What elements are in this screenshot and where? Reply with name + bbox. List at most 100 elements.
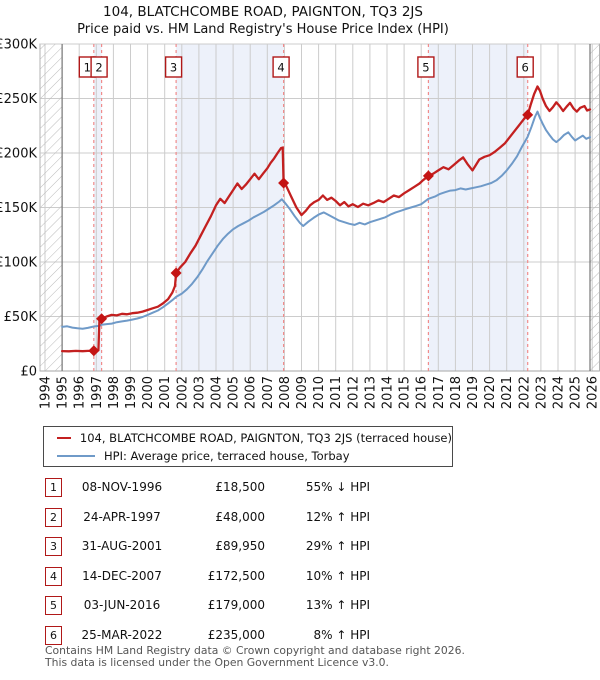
chart-title: 104, BLATCHCOMBE ROAD, PAIGNTON, TQ3 2JS <box>103 4 423 20</box>
price-chart: 12 3 4 5 6 £0 £50K £100K £150K £200K £250K £300K 199… <box>0 38 600 409</box>
x-tick-label: 1995 <box>56 376 71 409</box>
transaction-row: 4 14-DEC-2007 £172,500 10% ↑ HPI <box>0 563 600 593</box>
x-tick-label: 1999 <box>124 376 139 409</box>
transaction-hpi-delta: 55% ↓ HPI <box>305 480 370 494</box>
transaction-number: 5 <box>45 596 62 615</box>
price-line-swatch <box>57 436 71 439</box>
x-tick-label: 1998 <box>107 376 122 409</box>
transaction-number: 4 <box>45 566 62 586</box>
x-tick-label: 2011 <box>329 376 344 409</box>
transaction-row: 3 31-AUG-2001 £89,950 29% ↑ HPI <box>0 533 600 563</box>
transaction-hpi-delta: 13% ↑ HPI <box>305 598 370 612</box>
y-tick-label: £300K <box>0 38 37 53</box>
hpi-line <box>61 110 591 330</box>
transaction-number: 6 <box>45 625 62 645</box>
x-tick-label: 2020 <box>483 376 498 409</box>
sale-marker <box>88 345 100 357</box>
transaction-row: 1 08-NOV-1996 £18,500 55% ↓ HPI <box>0 474 600 504</box>
hpi-line-swatch <box>57 454 95 457</box>
x-tick-label: 2005 <box>227 376 242 409</box>
legend: 104, BLATCHCOMBE ROAD, PAIGNTON, TQ3 2JS… <box>43 426 453 467</box>
x-tick-label: 2012 <box>346 376 361 409</box>
x-tick-label: 2006 <box>244 376 259 409</box>
sale-number-box <box>417 56 435 78</box>
sale-number-box <box>90 56 108 78</box>
sale-number-box <box>272 56 290 78</box>
sale-marker <box>278 177 290 189</box>
price-paid-line <box>60 85 592 353</box>
chart-subtitle: Price paid vs. HM Land Registry's House … <box>77 22 449 37</box>
x-tick-label: 2004 <box>210 376 225 409</box>
transaction-date: 31-AUG-2001 <box>81 539 163 553</box>
transaction-row: 6 25-MAR-2022 £235,000 8% ↑ HPI <box>0 622 600 652</box>
x-tick-label: 2026 <box>586 376 600 409</box>
y-tick-label: £250K <box>0 92 37 107</box>
sale-marker <box>422 170 434 182</box>
legend-item-hpi: HPI: Average price, terraced house, Torb… <box>44 447 452 464</box>
transaction-number: 3 <box>45 537 62 556</box>
footer: Contains HM Land Registry data © Crown c… <box>45 645 585 668</box>
transaction-hpi-delta: 29% ↑ HPI <box>305 539 370 553</box>
sale-number: 1 <box>84 61 91 75</box>
transaction-price: £179,000 <box>207 598 265 612</box>
x-tick-label: 2003 <box>192 376 207 409</box>
transaction-date: 24-APR-1997 <box>83 509 161 524</box>
transaction-date: 08-NOV-1996 <box>81 480 163 494</box>
footer-line1: Contains HM Land Registry data © Crown c… <box>45 644 465 657</box>
x-tick-label: 2024 <box>552 376 567 409</box>
x-tick-label: 2008 <box>278 376 293 409</box>
transaction-hpi-delta: 12% ↑ HPI <box>305 509 370 524</box>
x-tick-label: 2015 <box>398 376 413 409</box>
x-tick-label: 2021 <box>500 376 515 409</box>
sale-number: 5 <box>422 61 429 75</box>
footer-line2: This data is licensed under the Open Gov… <box>45 655 389 669</box>
y-tick-label: £200K <box>0 147 37 162</box>
x-tick-label: 2014 <box>381 376 396 409</box>
x-tick-label: 1994 <box>39 376 54 409</box>
sale-number: 6 <box>522 61 529 75</box>
x-tick-label: 2001 <box>158 376 173 409</box>
x-tick-label: 2002 <box>175 376 190 409</box>
sale-number-box <box>164 56 183 78</box>
x-tick-label: 2013 <box>363 376 378 409</box>
transaction-price: £172,500 <box>207 568 265 583</box>
sale-marker <box>96 313 108 325</box>
sale-number-box <box>516 56 534 78</box>
transaction-price: £18,500 <box>215 480 265 494</box>
no-data-hatch-left <box>40 44 63 371</box>
transaction-number: 1 <box>45 478 62 497</box>
x-tick-label: 2016 <box>415 376 430 409</box>
y-tick-label: £50K <box>4 310 38 325</box>
transaction-price: £48,000 <box>215 509 265 524</box>
transaction-date: 14-DEC-2007 <box>82 568 162 583</box>
transaction-hpi-delta: 10% ↑ HPI <box>305 568 370 583</box>
transaction-row: 2 24-APR-1997 £48,000 12% ↑ HPI <box>0 504 600 534</box>
y-tick-label: £100K <box>0 256 37 271</box>
transaction-date: 03-JUN-2016 <box>83 598 161 612</box>
x-tick-label: 2025 <box>569 376 584 409</box>
x-tick-label: 2000 <box>141 376 156 409</box>
sale-number: 3 <box>170 61 177 75</box>
x-tick-label: 2017 <box>432 376 447 409</box>
x-tick-label: 2023 <box>534 376 549 409</box>
y-tick-label: £150K <box>0 201 37 216</box>
transaction-number: 2 <box>45 507 62 527</box>
x-tick-label: 1996 <box>73 376 88 409</box>
transaction-date: 25-MAR-2022 <box>81 627 163 642</box>
x-tick-label: 2010 <box>312 376 327 409</box>
transaction-row: 5 03-JUN-2016 £179,000 13% ↑ HPI <box>0 592 600 622</box>
sale-marker <box>522 109 534 121</box>
no-data-hatch-right <box>590 44 599 371</box>
transaction-price: £235,000 <box>207 627 265 642</box>
x-tick-label: 2019 <box>466 376 481 409</box>
x-tick-label: 2009 <box>295 376 310 409</box>
legend-label-hpi: HPI: Average price, terraced house, Torb… <box>104 448 350 463</box>
transaction-table: 1 08-NOV-1996 £18,500 55% ↓ HPI 2 24-APR-1997… <box>0 474 600 651</box>
sale-marker <box>170 267 182 279</box>
x-tick-label: 2022 <box>517 376 532 409</box>
transaction-hpi-delta: 8% ↑ HPI <box>313 627 370 642</box>
x-tick-label: 1997 <box>90 376 105 409</box>
transaction-price: £89,950 <box>215 539 265 553</box>
x-tick-label: 2007 <box>261 376 276 409</box>
